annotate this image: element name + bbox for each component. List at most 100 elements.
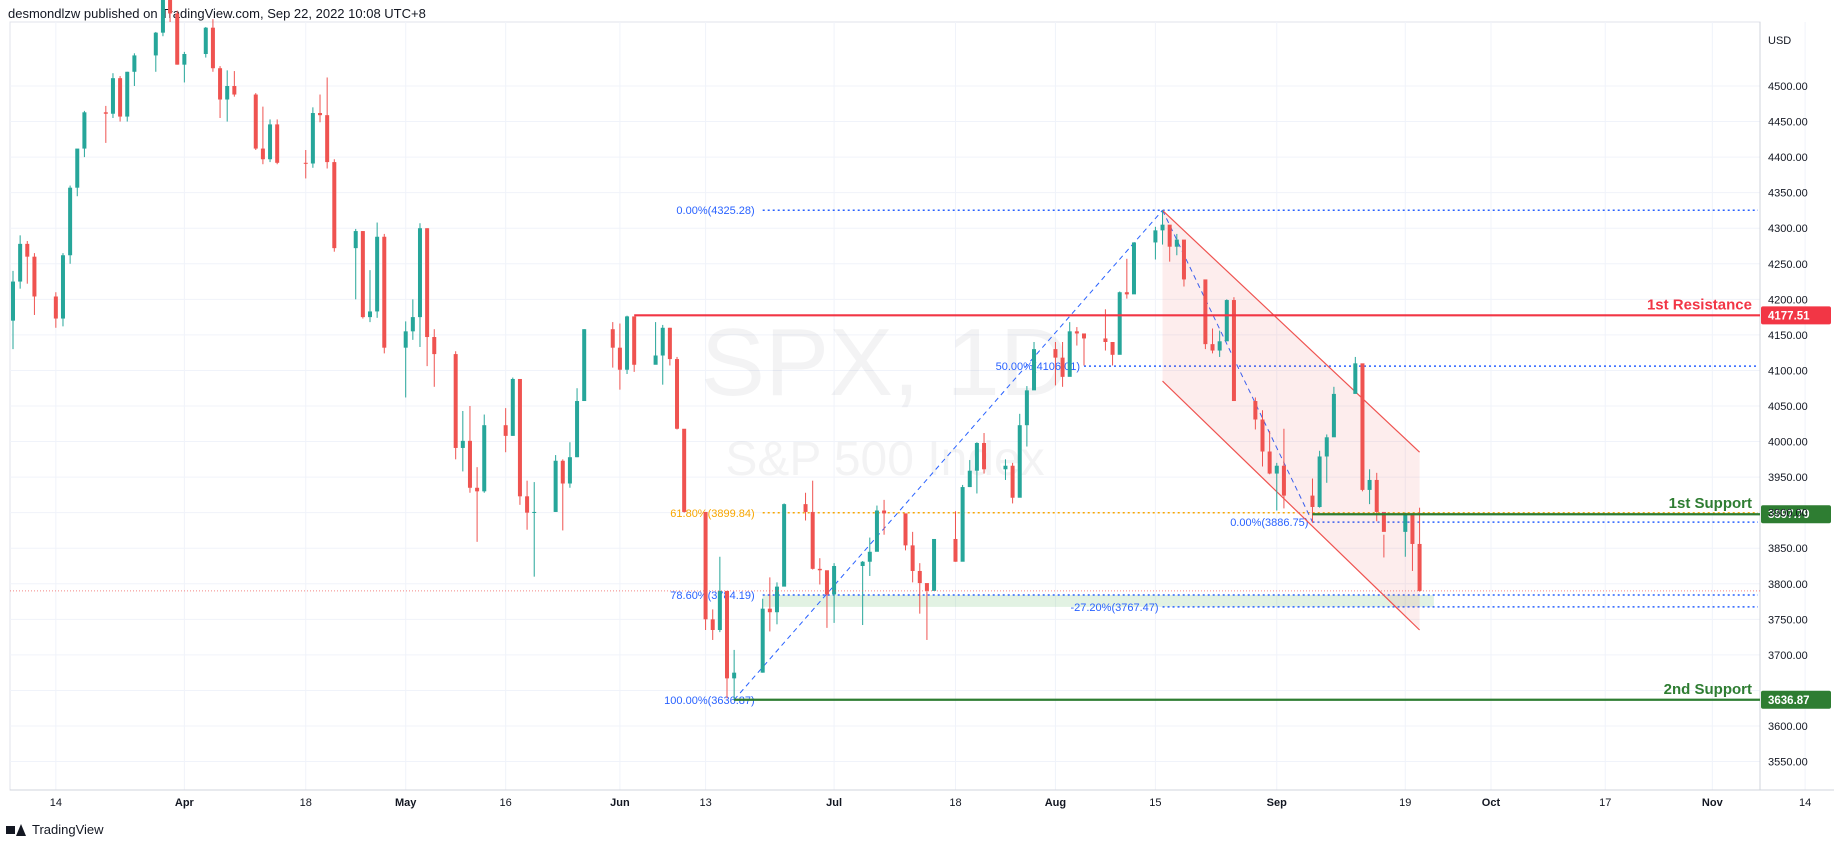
candle-body — [667, 327, 672, 360]
candle-body — [1153, 230, 1158, 243]
fib-extension-trend-line — [1162, 210, 1313, 523]
watermark-name: S&P 500 Index — [725, 433, 1044, 486]
candle-body — [874, 510, 879, 552]
time-tick-label: 17 — [1599, 797, 1611, 809]
candle-body — [653, 355, 658, 365]
candle-body — [453, 354, 458, 448]
support-label: 2nd Support — [1664, 681, 1752, 698]
price-tick-label: 3850.00 — [1768, 543, 1808, 555]
candle-body — [368, 311, 372, 318]
candle-body — [817, 568, 822, 571]
candle-body — [1267, 451, 1272, 474]
candle-body — [268, 124, 273, 160]
candle-body — [103, 112, 108, 114]
fib-extension-label: 0.00%(3886.75) — [1230, 517, 1308, 529]
candle-body — [625, 316, 630, 370]
price-tick-label: 4100.00 — [1768, 365, 1808, 377]
candle-body — [1224, 300, 1229, 342]
time-tick-label: 18 — [300, 797, 312, 809]
candle-body — [1103, 338, 1108, 342]
price-tick-label: 4250.00 — [1768, 259, 1808, 271]
candle-body — [567, 457, 572, 484]
candle-body — [1260, 419, 1265, 452]
candle-body — [75, 148, 80, 188]
price-tag — [1761, 306, 1831, 325]
candle-body — [475, 487, 480, 492]
candle-body — [1003, 465, 1008, 470]
channel-lower-line — [1162, 380, 1420, 631]
resistance-label: 1st Resistance — [1647, 296, 1752, 313]
brand-footer: TradingView — [6, 822, 104, 837]
candle-body — [1331, 393, 1336, 438]
candle-body — [953, 538, 958, 562]
candle-body — [1174, 239, 1179, 247]
candle-body — [903, 513, 908, 546]
candle-body — [175, 13, 180, 65]
candle-body — [553, 460, 558, 512]
candle-body — [210, 27, 215, 69]
candle-body — [532, 511, 537, 513]
candle-body — [1160, 224, 1165, 231]
candle-body — [732, 672, 737, 679]
candle-body — [110, 78, 115, 114]
candle-body — [1417, 543, 1422, 591]
candle-body — [403, 331, 408, 348]
candle-body — [560, 460, 565, 484]
time-tick-label: 14 — [50, 797, 62, 809]
candle-body — [1360, 363, 1365, 490]
candle-body — [382, 236, 387, 348]
candle-body — [982, 442, 987, 470]
candle-body — [1117, 292, 1122, 355]
time-tick-label: Aug — [1045, 797, 1066, 809]
candle-body — [1017, 425, 1022, 498]
time-tick-label: Oct — [1482, 797, 1501, 809]
candle-body — [118, 78, 123, 117]
candle-body — [924, 583, 929, 591]
candle-body — [1110, 342, 1115, 355]
candle-body — [1053, 349, 1058, 358]
candle-body — [525, 496, 530, 513]
candle-body — [803, 504, 808, 512]
candle-body — [725, 590, 729, 679]
candle-body — [1167, 224, 1172, 247]
candle-body — [32, 256, 37, 297]
candle-body — [82, 112, 87, 149]
candle-body — [332, 162, 337, 249]
candle-body — [1181, 239, 1186, 280]
candle-body — [168, 0, 173, 14]
time-tick-label: 15 — [1149, 797, 1161, 809]
time-tick-label: Apr — [175, 797, 195, 809]
watermark-symbol: SPX, 1D — [701, 309, 1069, 416]
price-tick-label: 4200.00 — [1768, 294, 1808, 306]
support-label: 1st Support — [1669, 495, 1752, 512]
candle-body — [1374, 479, 1379, 512]
candle-body — [617, 347, 622, 370]
candle-body — [160, 0, 165, 33]
candle-body — [1067, 331, 1072, 377]
candle-body — [303, 162, 308, 164]
candle-body — [867, 551, 872, 562]
support-zone — [762, 595, 1434, 607]
candle-body — [882, 510, 887, 514]
candle-body — [425, 228, 430, 338]
candle-body — [125, 71, 130, 117]
price-tick-label: 4050.00 — [1768, 401, 1808, 413]
candle-body — [53, 296, 58, 319]
candle-body — [417, 228, 422, 318]
fib-label: 78.60%(3784.19) — [670, 590, 754, 602]
candle-body — [717, 590, 722, 630]
candle-body — [1060, 357, 1065, 377]
candle-body — [917, 570, 922, 584]
time-tick-label: Nov — [1702, 797, 1724, 809]
price-tag-label: 3636.87 — [1768, 695, 1810, 707]
fib-extension-label: 50.00%(4106.01) — [996, 361, 1080, 373]
candle-body — [460, 440, 465, 448]
candle-body — [1010, 465, 1015, 498]
price-tick-label: 3550.00 — [1768, 757, 1808, 769]
candle-body — [60, 255, 65, 319]
candle-body — [767, 608, 772, 613]
candle-body — [360, 231, 365, 318]
candle-body — [1367, 479, 1372, 490]
candle-body — [910, 545, 915, 571]
